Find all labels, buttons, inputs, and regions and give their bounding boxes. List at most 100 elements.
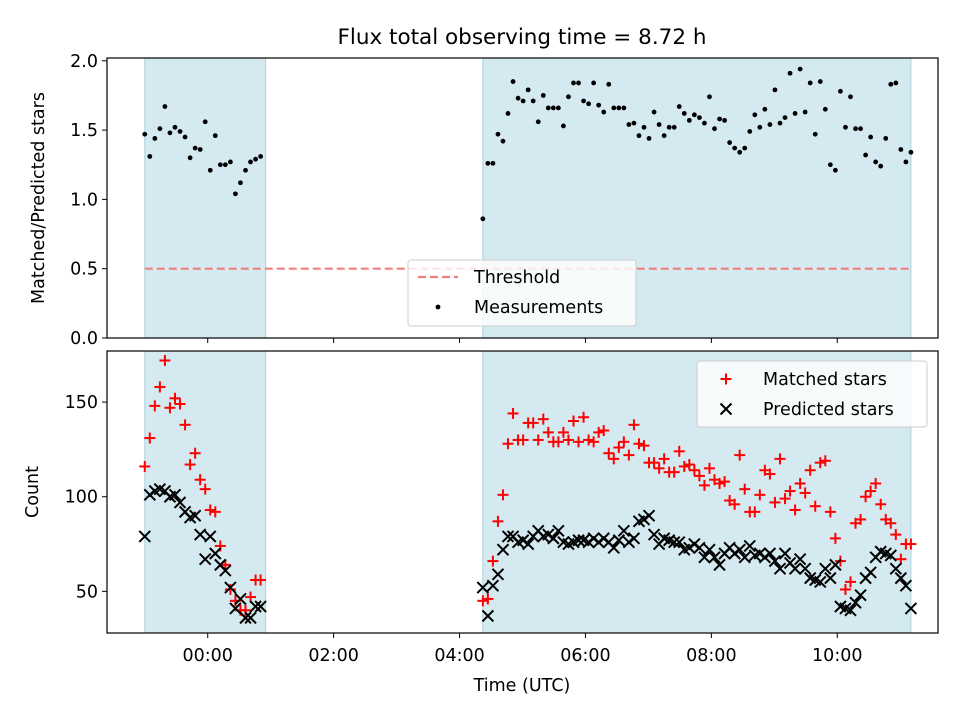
predicted-point-b bbox=[138, 530, 151, 543]
predicted-point-b bbox=[224, 581, 237, 594]
predicted-point bbox=[854, 588, 867, 602]
predicted-point-b bbox=[844, 604, 857, 617]
matched-point bbox=[502, 438, 514, 450]
predicted-point-b bbox=[647, 528, 661, 541]
predicted-point-b bbox=[552, 524, 565, 538]
matched-point bbox=[199, 483, 211, 495]
predicted-point-b bbox=[803, 571, 817, 585]
predicted-point-b bbox=[904, 602, 918, 615]
predicted-point bbox=[521, 537, 535, 551]
matched-point bbox=[829, 532, 841, 544]
predicted-point bbox=[199, 552, 212, 566]
matched-point bbox=[739, 483, 751, 495]
predicted-stars-series bbox=[138, 482, 918, 625]
predicted-point-b bbox=[481, 609, 495, 623]
predicted-point-b bbox=[693, 541, 706, 555]
top-y-ticks: 0.0 0.5 1.0 1.5 2.0 bbox=[70, 52, 107, 349]
measurement-point bbox=[485, 160, 491, 166]
matched-point bbox=[552, 436, 564, 448]
measurement-point bbox=[717, 116, 722, 122]
predicted-point-b bbox=[798, 562, 812, 575]
measurement-point bbox=[606, 81, 612, 87]
predicted-point bbox=[814, 575, 827, 589]
matched-point bbox=[860, 491, 872, 503]
y-tick-label: 0.5 bbox=[70, 260, 98, 280]
measurement-point bbox=[258, 154, 264, 159]
measurement-point bbox=[868, 134, 874, 140]
predicted-point bbox=[173, 496, 187, 509]
measurement-point bbox=[576, 80, 581, 86]
measurement-point bbox=[550, 105, 556, 111]
figure-title: Flux total observing time = 8.72 h bbox=[338, 25, 707, 50]
predicted-point-b bbox=[254, 600, 267, 613]
measurement-point bbox=[152, 135, 158, 141]
measurement-point bbox=[903, 159, 909, 165]
predicted-point bbox=[612, 534, 626, 547]
matched-point bbox=[890, 529, 902, 541]
y-tick-label: 0.0 bbox=[70, 329, 98, 349]
predicted-point bbox=[486, 579, 500, 592]
matched-point bbox=[507, 407, 519, 419]
legend-predicted-marker bbox=[719, 402, 733, 416]
measurement-point bbox=[817, 79, 823, 84]
measurement-point bbox=[480, 216, 486, 222]
bottom-legend-box bbox=[696, 360, 928, 428]
matched-point bbox=[598, 424, 610, 436]
matched-point bbox=[799, 487, 811, 499]
predicted-point-b bbox=[204, 530, 217, 543]
matched-point bbox=[189, 447, 201, 459]
predicted-point bbox=[763, 547, 777, 560]
legend-matched-label: Matched stars bbox=[763, 370, 887, 390]
measurement-point bbox=[802, 109, 808, 115]
matched-point bbox=[855, 513, 867, 525]
predicted-point bbox=[607, 541, 620, 555]
measurement-point bbox=[727, 140, 733, 145]
measurement-point bbox=[162, 104, 168, 109]
top-legend-box bbox=[407, 259, 637, 327]
measurement-point bbox=[671, 124, 677, 130]
predicted-point-b bbox=[814, 575, 827, 589]
predicted-point bbox=[249, 600, 262, 613]
matched-point bbox=[638, 440, 650, 452]
bottom-y-ticks: 50 100 150 bbox=[65, 393, 107, 602]
predicted-point-b bbox=[193, 528, 207, 541]
measurement-point bbox=[873, 159, 879, 165]
predicted-point bbox=[647, 528, 661, 541]
predicted-point bbox=[239, 611, 252, 625]
predicted-point bbox=[819, 562, 832, 575]
predicted-point bbox=[889, 562, 903, 575]
measurement-point bbox=[702, 120, 707, 126]
predicted-point bbox=[193, 528, 207, 541]
measurement-point bbox=[187, 155, 193, 161]
x-tick-label: 00:00 bbox=[183, 646, 233, 666]
predicted-point-b bbox=[657, 532, 671, 545]
predicted-point-b bbox=[773, 562, 787, 575]
predicted-point bbox=[496, 543, 510, 556]
measurement-point bbox=[177, 129, 183, 134]
predicted-point bbox=[224, 581, 237, 594]
x-tick-label: 02:00 bbox=[308, 646, 358, 666]
measurement-point bbox=[832, 167, 838, 173]
predicted-point bbox=[219, 564, 232, 577]
matched-point bbox=[477, 595, 489, 607]
measurement-point bbox=[863, 152, 869, 158]
matched-point bbox=[542, 426, 554, 438]
matched-point bbox=[870, 477, 882, 489]
matched-point bbox=[578, 411, 590, 423]
predicted-point bbox=[138, 530, 151, 543]
matched-point bbox=[678, 460, 690, 472]
predicted-point-b bbox=[839, 602, 852, 615]
measurement-point bbox=[520, 98, 526, 104]
predicted-point bbox=[229, 602, 242, 615]
predicted-point-b bbox=[239, 611, 252, 625]
measurement-point bbox=[248, 159, 253, 165]
legend-predicted-label: Predicted stars bbox=[763, 400, 894, 420]
predicted-point-b bbox=[854, 588, 867, 602]
matched-point bbox=[809, 500, 821, 512]
measurement-point bbox=[858, 126, 863, 132]
measurement-point bbox=[621, 105, 627, 111]
predicted-point-b bbox=[698, 551, 711, 564]
predicted-point-b bbox=[199, 552, 212, 566]
legend-threshold-label: Threshold bbox=[473, 268, 560, 288]
